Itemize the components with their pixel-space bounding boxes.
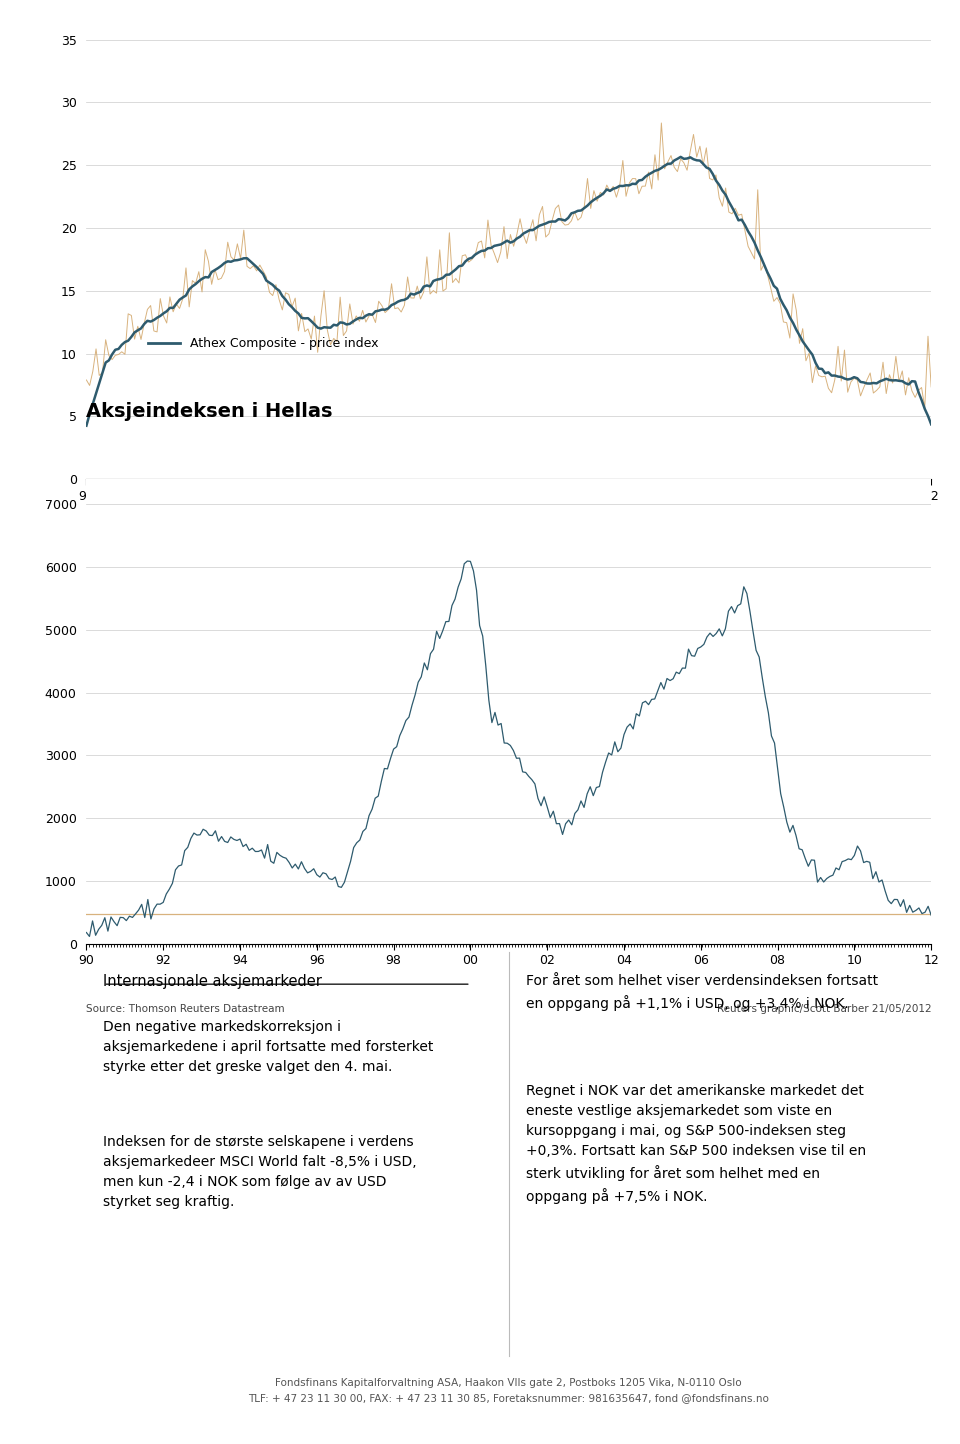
Text: Regnet i NOK var det amerikanske markedet det
eneste vestlige aksjemarkedet som : Regnet i NOK var det amerikanske markede… bbox=[526, 1084, 866, 1204]
Text: Source: Thomson Reuters Datastream: Source: Thomson Reuters Datastream bbox=[86, 1004, 285, 1014]
Text: Internasjonale aksjemarkeder: Internasjonale aksjemarkeder bbox=[104, 973, 323, 989]
Text: Aksjeindeksen i Hellas: Aksjeindeksen i Hellas bbox=[86, 401, 333, 420]
Text: Reuters graphic/Scott Barber 21/05/2012: Reuters graphic/Scott Barber 21/05/2012 bbox=[716, 1004, 931, 1014]
Text: For året som helhet viser verdensindeksen fortsatt
en oppgang på +1,1% i USD, og: For året som helhet viser verdensindekse… bbox=[526, 973, 877, 1011]
Text: Fondsfinans Kapitalforvaltning ASA, Haakon VIIs gate 2, Postboks 1205 Vika, N-01: Fondsfinans Kapitalforvaltning ASA, Haak… bbox=[249, 1378, 769, 1402]
Text: Indeksen for de største selskapene i verdens
aksjemarkedeer MSCI World falt -8,5: Indeksen for de største selskapene i ver… bbox=[104, 1135, 417, 1209]
Text: Source: Thomson Reuters Datastream, ACEA: Source: Thomson Reuters Datastream, ACEA bbox=[86, 540, 320, 550]
Legend: Athex Composite - price index: Athex Composite - price index bbox=[143, 332, 383, 355]
Text: Reuters graphic/Scott Barber 21/05/2012: Reuters graphic/Scott Barber 21/05/2012 bbox=[716, 540, 931, 550]
Text: Den negative markedskorreksjon i
aksjemarkedene i april fortsatte med forsterket: Den negative markedskorreksjon i aksjema… bbox=[104, 1021, 434, 1074]
